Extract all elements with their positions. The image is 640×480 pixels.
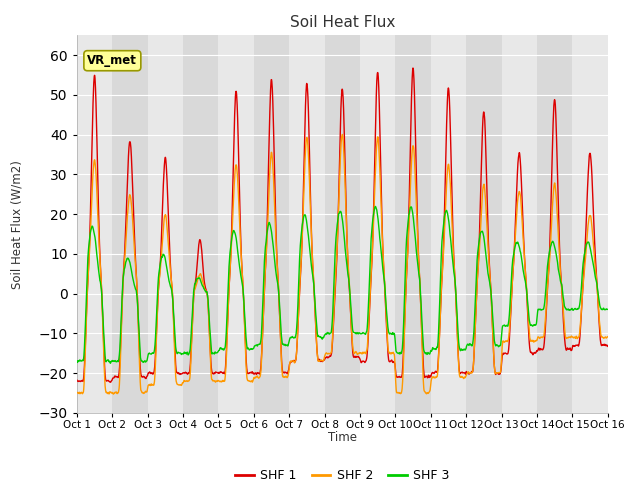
Bar	[608, 36, 640, 413]
Bar	[183, 36, 218, 413]
Bar	[324, 36, 360, 413]
Text: VR_met: VR_met	[88, 54, 138, 67]
Bar	[537, 36, 572, 413]
Y-axis label: Soil Heat Flux (W/m2): Soil Heat Flux (W/m2)	[11, 160, 24, 288]
Bar	[396, 36, 431, 413]
Bar	[254, 36, 289, 413]
Legend: SHF 1, SHF 2, SHF 3: SHF 1, SHF 2, SHF 3	[230, 464, 454, 480]
Bar	[466, 36, 502, 413]
X-axis label: Time: Time	[328, 431, 356, 444]
Title: Soil Heat Flux: Soil Heat Flux	[289, 15, 395, 30]
Bar	[112, 36, 148, 413]
